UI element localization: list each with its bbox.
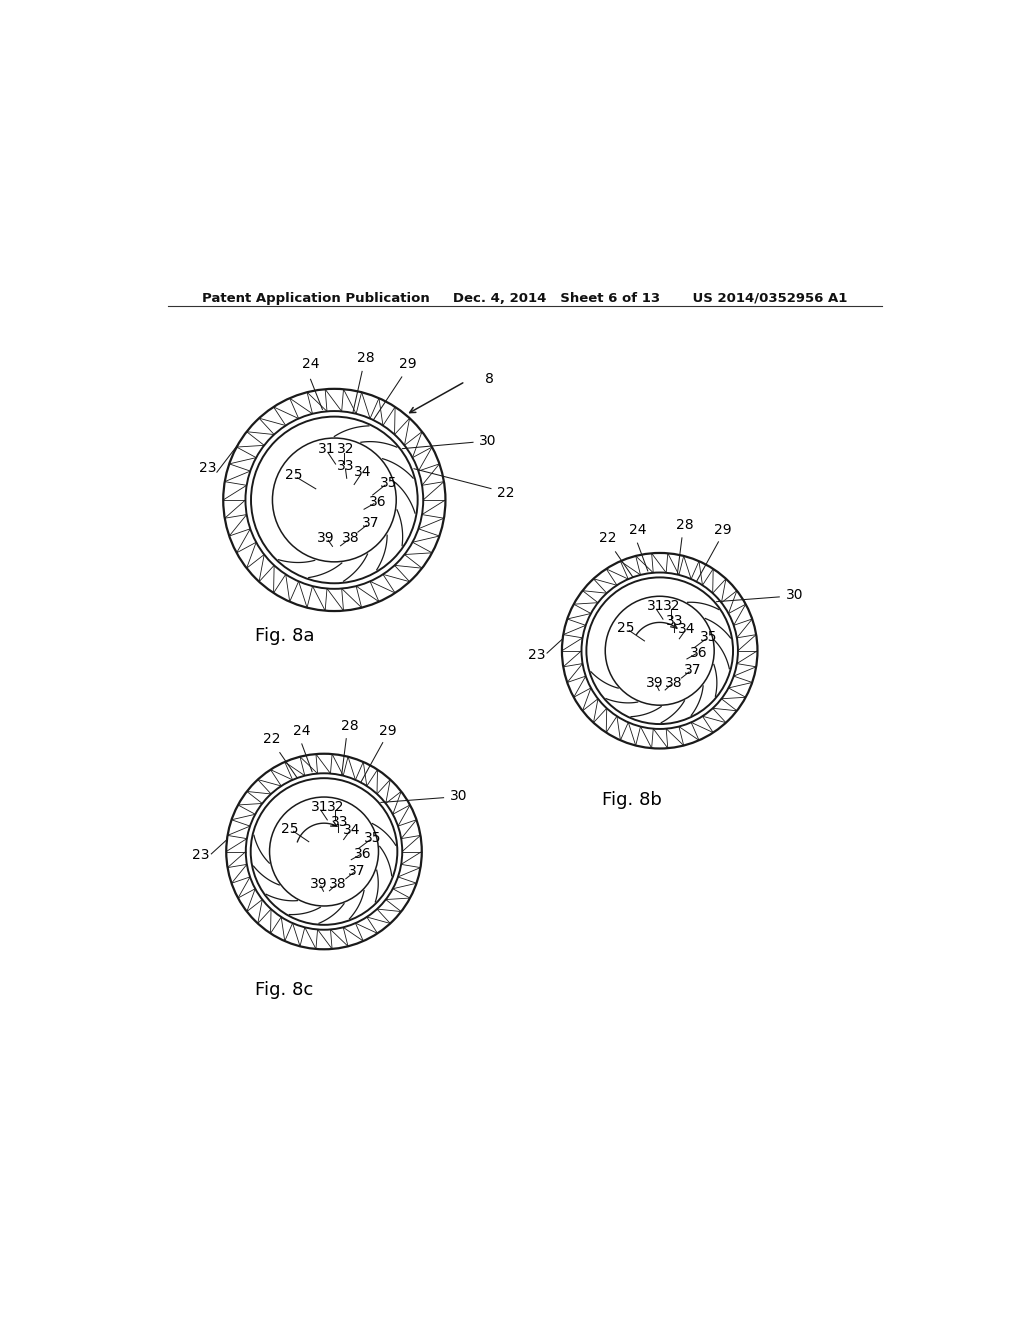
- Text: 28: 28: [341, 719, 358, 733]
- Text: 30: 30: [785, 589, 803, 602]
- Text: Fig. 8c: Fig. 8c: [255, 981, 313, 999]
- Text: 28: 28: [676, 519, 694, 532]
- Text: 31: 31: [311, 800, 329, 814]
- Text: 23: 23: [193, 849, 210, 862]
- Text: 37: 37: [348, 865, 366, 878]
- Text: 33: 33: [331, 814, 348, 829]
- Text: 39: 39: [645, 676, 664, 690]
- Text: 36: 36: [354, 846, 372, 861]
- Text: 31: 31: [646, 599, 665, 612]
- Text: 34: 34: [353, 465, 371, 479]
- Text: 24: 24: [302, 358, 319, 371]
- Text: 25: 25: [617, 620, 635, 635]
- Text: 37: 37: [361, 516, 379, 531]
- Text: 35: 35: [380, 475, 397, 490]
- Text: 33: 33: [667, 614, 684, 628]
- Text: 38: 38: [665, 676, 682, 690]
- Text: 34: 34: [678, 622, 695, 636]
- Text: 33: 33: [337, 459, 354, 473]
- Text: 29: 29: [379, 723, 396, 738]
- Text: 25: 25: [282, 821, 299, 836]
- Text: 24: 24: [293, 723, 310, 738]
- Text: 23: 23: [199, 461, 216, 475]
- Text: Patent Application Publication     Dec. 4, 2014   Sheet 6 of 13       US 2014/03: Patent Application Publication Dec. 4, 2…: [202, 292, 848, 305]
- Text: 39: 39: [316, 532, 335, 545]
- Text: 37: 37: [684, 664, 701, 677]
- Text: Fig. 8b: Fig. 8b: [602, 791, 662, 809]
- Text: 25: 25: [286, 469, 303, 482]
- Text: 22: 22: [498, 486, 515, 499]
- Text: 24: 24: [629, 523, 646, 537]
- Text: 39: 39: [309, 878, 328, 891]
- Text: 38: 38: [329, 878, 346, 891]
- Text: 23: 23: [528, 648, 546, 661]
- Text: 32: 32: [663, 599, 680, 612]
- Text: 32: 32: [337, 442, 354, 457]
- Text: 35: 35: [700, 630, 718, 644]
- Text: 30: 30: [479, 434, 497, 447]
- Text: 30: 30: [450, 789, 467, 803]
- Text: 35: 35: [365, 830, 382, 845]
- Text: 8: 8: [485, 372, 494, 387]
- Text: 31: 31: [318, 442, 336, 457]
- Text: 34: 34: [342, 822, 360, 837]
- Text: 36: 36: [690, 645, 708, 660]
- Text: Fig. 8a: Fig. 8a: [255, 627, 314, 645]
- Text: 22: 22: [599, 532, 616, 545]
- Text: 32: 32: [328, 800, 345, 814]
- Text: 22: 22: [263, 733, 281, 746]
- Text: 38: 38: [342, 532, 359, 545]
- Text: 29: 29: [398, 358, 416, 371]
- Text: 36: 36: [369, 495, 386, 510]
- Text: 28: 28: [357, 351, 375, 366]
- Text: 29: 29: [715, 523, 732, 537]
